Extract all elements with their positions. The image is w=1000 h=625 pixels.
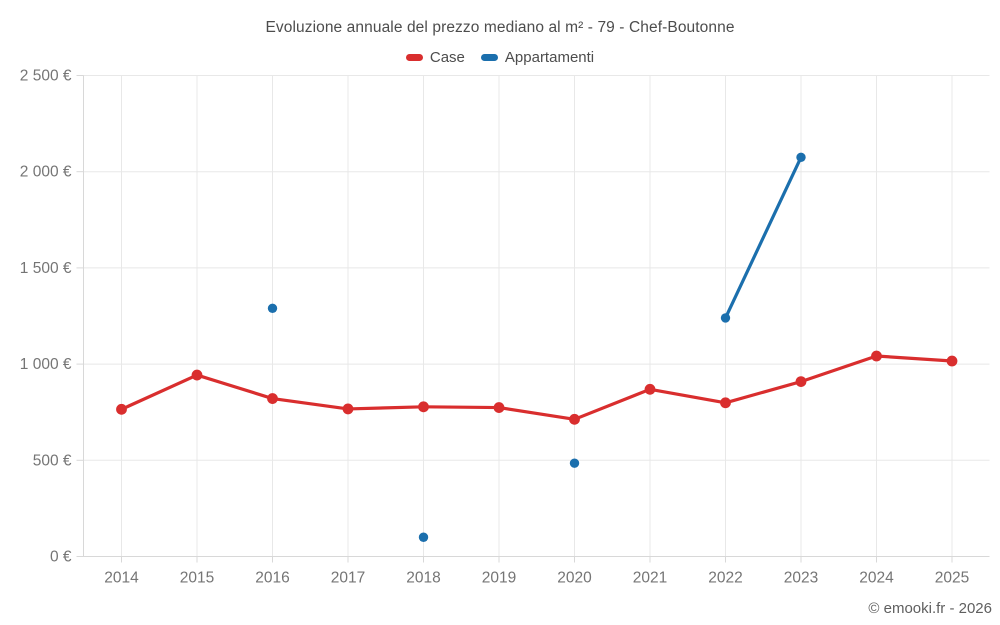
data-point-case-2018[interactable] bbox=[418, 401, 429, 413]
series-line-case bbox=[346, 405, 426, 411]
legend-item-case[interactable]: Case bbox=[405, 48, 465, 66]
data-point-case-2014[interactable] bbox=[116, 403, 127, 415]
x-tick-label-2016: 2016 bbox=[255, 570, 289, 587]
series-line-case bbox=[572, 387, 652, 421]
series-line-case bbox=[874, 354, 954, 363]
x-tick-label-2024: 2024 bbox=[859, 570, 894, 587]
data-point-case-2016[interactable] bbox=[267, 393, 278, 404]
chart-title: Evoluzione annuale del prezzo mediano al… bbox=[265, 19, 735, 36]
series-line-case bbox=[119, 373, 199, 411]
x-tick-label-2017: 2017 bbox=[331, 570, 365, 587]
y-tick-label: 0 € bbox=[50, 549, 72, 566]
x-tick-label-2020: 2020 bbox=[557, 570, 592, 587]
data-point-case-2017[interactable] bbox=[342, 403, 354, 415]
y-tick-label: 500 € bbox=[33, 452, 72, 469]
legend-label-case: Case bbox=[429, 48, 465, 66]
data-point-case-2015[interactable] bbox=[191, 369, 203, 381]
series-line-case bbox=[270, 396, 350, 411]
data-point-appartamenti-2018[interactable] bbox=[418, 532, 429, 542]
x-tick-label-2019: 2019 bbox=[482, 570, 516, 587]
x-tick-label-2022: 2022 bbox=[708, 570, 742, 587]
data-point-case-2021[interactable] bbox=[644, 383, 656, 395]
data-point-case-2024[interactable] bbox=[871, 350, 882, 362]
x-tick-label-2018: 2018 bbox=[406, 570, 440, 587]
data-point-case-2020[interactable] bbox=[569, 413, 580, 425]
x-tick-label-2014: 2014 bbox=[104, 570, 139, 587]
data-point-case-2022[interactable] bbox=[720, 397, 731, 409]
watermark: © emooki.fr - 2026 bbox=[868, 600, 992, 617]
legend: Case Appartamenti bbox=[0, 47, 1000, 67]
y-tick-label: 1 500 € bbox=[20, 260, 72, 277]
x-tick-label-2021: 2021 bbox=[633, 570, 667, 587]
y-tick-label: 2 000 € bbox=[20, 164, 72, 181]
data-point-appartamenti-2020[interactable] bbox=[569, 458, 580, 468]
data-point-appartamenti-2016[interactable] bbox=[267, 303, 278, 314]
case-series-swatch-icon bbox=[405, 53, 423, 61]
series-line-case bbox=[723, 380, 803, 405]
series-line-case bbox=[421, 405, 501, 410]
x-tick-label-2025: 2025 bbox=[935, 570, 969, 587]
series-line-appartamenti bbox=[723, 155, 803, 320]
appartamenti-series-swatch-icon bbox=[480, 53, 498, 61]
data-point-case-2019[interactable] bbox=[493, 402, 505, 413]
series-line-case bbox=[497, 405, 577, 421]
series-line-case bbox=[799, 354, 879, 384]
data-point-appartamenti-2022[interactable] bbox=[720, 313, 731, 323]
data-point-case-2023[interactable] bbox=[795, 376, 807, 388]
x-tick-label-2015: 2015 bbox=[180, 570, 214, 587]
series-line-case bbox=[648, 387, 728, 405]
data-point-case-2025[interactable] bbox=[946, 355, 958, 367]
series-line-case bbox=[195, 373, 275, 401]
data-point-appartamenti-2023[interactable] bbox=[796, 152, 806, 162]
legend-item-appartamenti[interactable]: Appartamenti bbox=[480, 48, 595, 66]
x-tick-label-2023: 2023 bbox=[784, 570, 818, 587]
y-tick-label: 1 000 € bbox=[20, 356, 72, 373]
y-tick-label: 2 500 € bbox=[20, 68, 72, 85]
legend-label-appartamenti: Appartamenti bbox=[504, 48, 595, 66]
